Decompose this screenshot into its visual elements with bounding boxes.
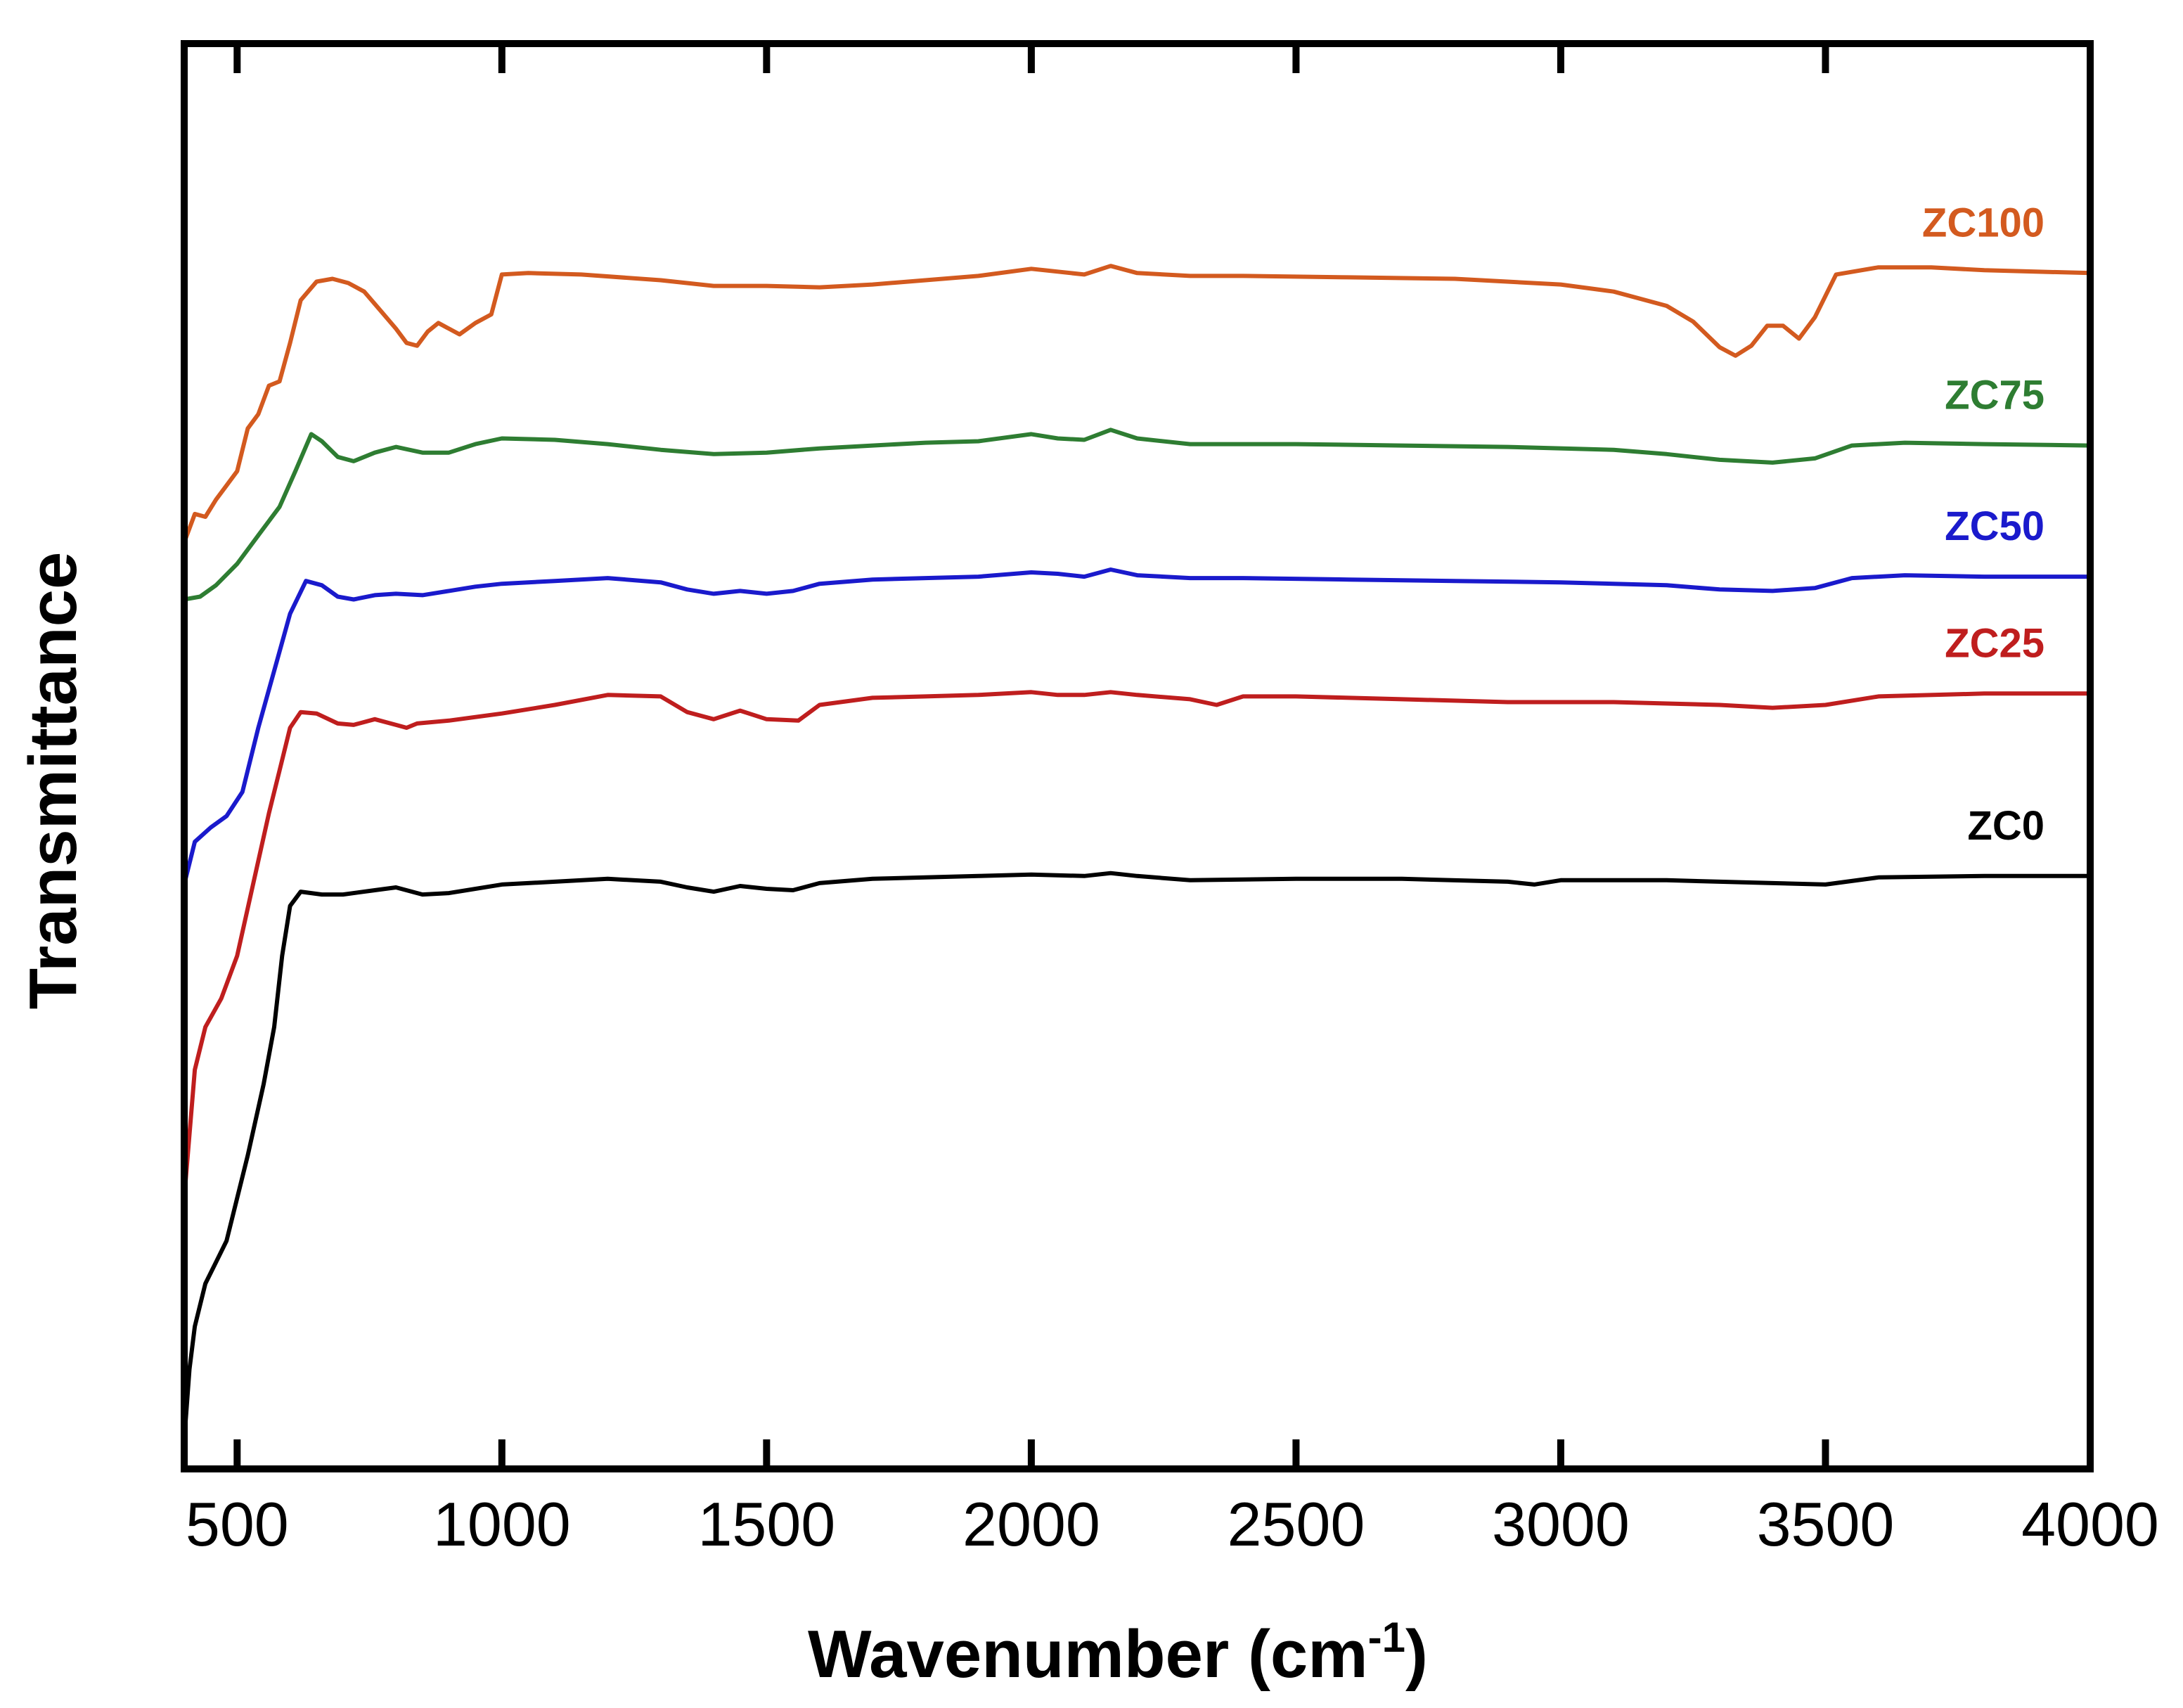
x-axis-title-close: ) xyxy=(1405,1617,1428,1692)
x-tick-label-4000: 4000 xyxy=(2021,1489,2159,1559)
x-tick-label-1000: 1000 xyxy=(433,1489,571,1559)
tick-marks xyxy=(233,44,2094,1469)
x-tick-label-3500: 3500 xyxy=(1757,1489,1895,1559)
x-tick-label-2000: 2000 xyxy=(962,1489,1100,1559)
x-tick-label-3000: 3000 xyxy=(1492,1489,1630,1559)
series-label-zc0: ZC0 xyxy=(1967,803,2044,849)
series-lines xyxy=(182,264,2092,1443)
y-axis-title: Transmittance xyxy=(15,552,91,1010)
x-axis-title-main: Wavenumber (cm xyxy=(808,1617,1368,1692)
series-label-zc50: ZC50 xyxy=(1945,503,2044,549)
x-tick-label-1500: 1500 xyxy=(697,1489,835,1559)
series-label-zc100: ZC100 xyxy=(1922,200,2044,245)
series-line-zc50 xyxy=(182,567,2092,887)
x-axis-title: Wavenumber (cm-1) xyxy=(808,1614,1428,1692)
series-labels: ZC100 ZC75 ZC50 ZC25 ZC0 xyxy=(1922,200,2044,848)
x-tick-label-2500: 2500 xyxy=(1228,1489,1365,1559)
x-tick-label-500: 500 xyxy=(186,1489,289,1559)
x-axis-title-superscript: -1 xyxy=(1368,1614,1405,1661)
series-label-zc75: ZC75 xyxy=(1945,373,2044,418)
series-label-zc25: ZC25 xyxy=(1945,620,2044,666)
series-line-zc25 xyxy=(182,690,2092,1200)
plot-frame xyxy=(181,40,2094,1472)
x-tick-labels: 500 1000 1500 2000 2500 3000 3500 4000 xyxy=(186,1489,2159,1559)
series-line-zc100 xyxy=(182,264,2092,545)
series-line-zc75 xyxy=(182,428,2092,602)
series-line-zc0 xyxy=(182,871,2092,1443)
